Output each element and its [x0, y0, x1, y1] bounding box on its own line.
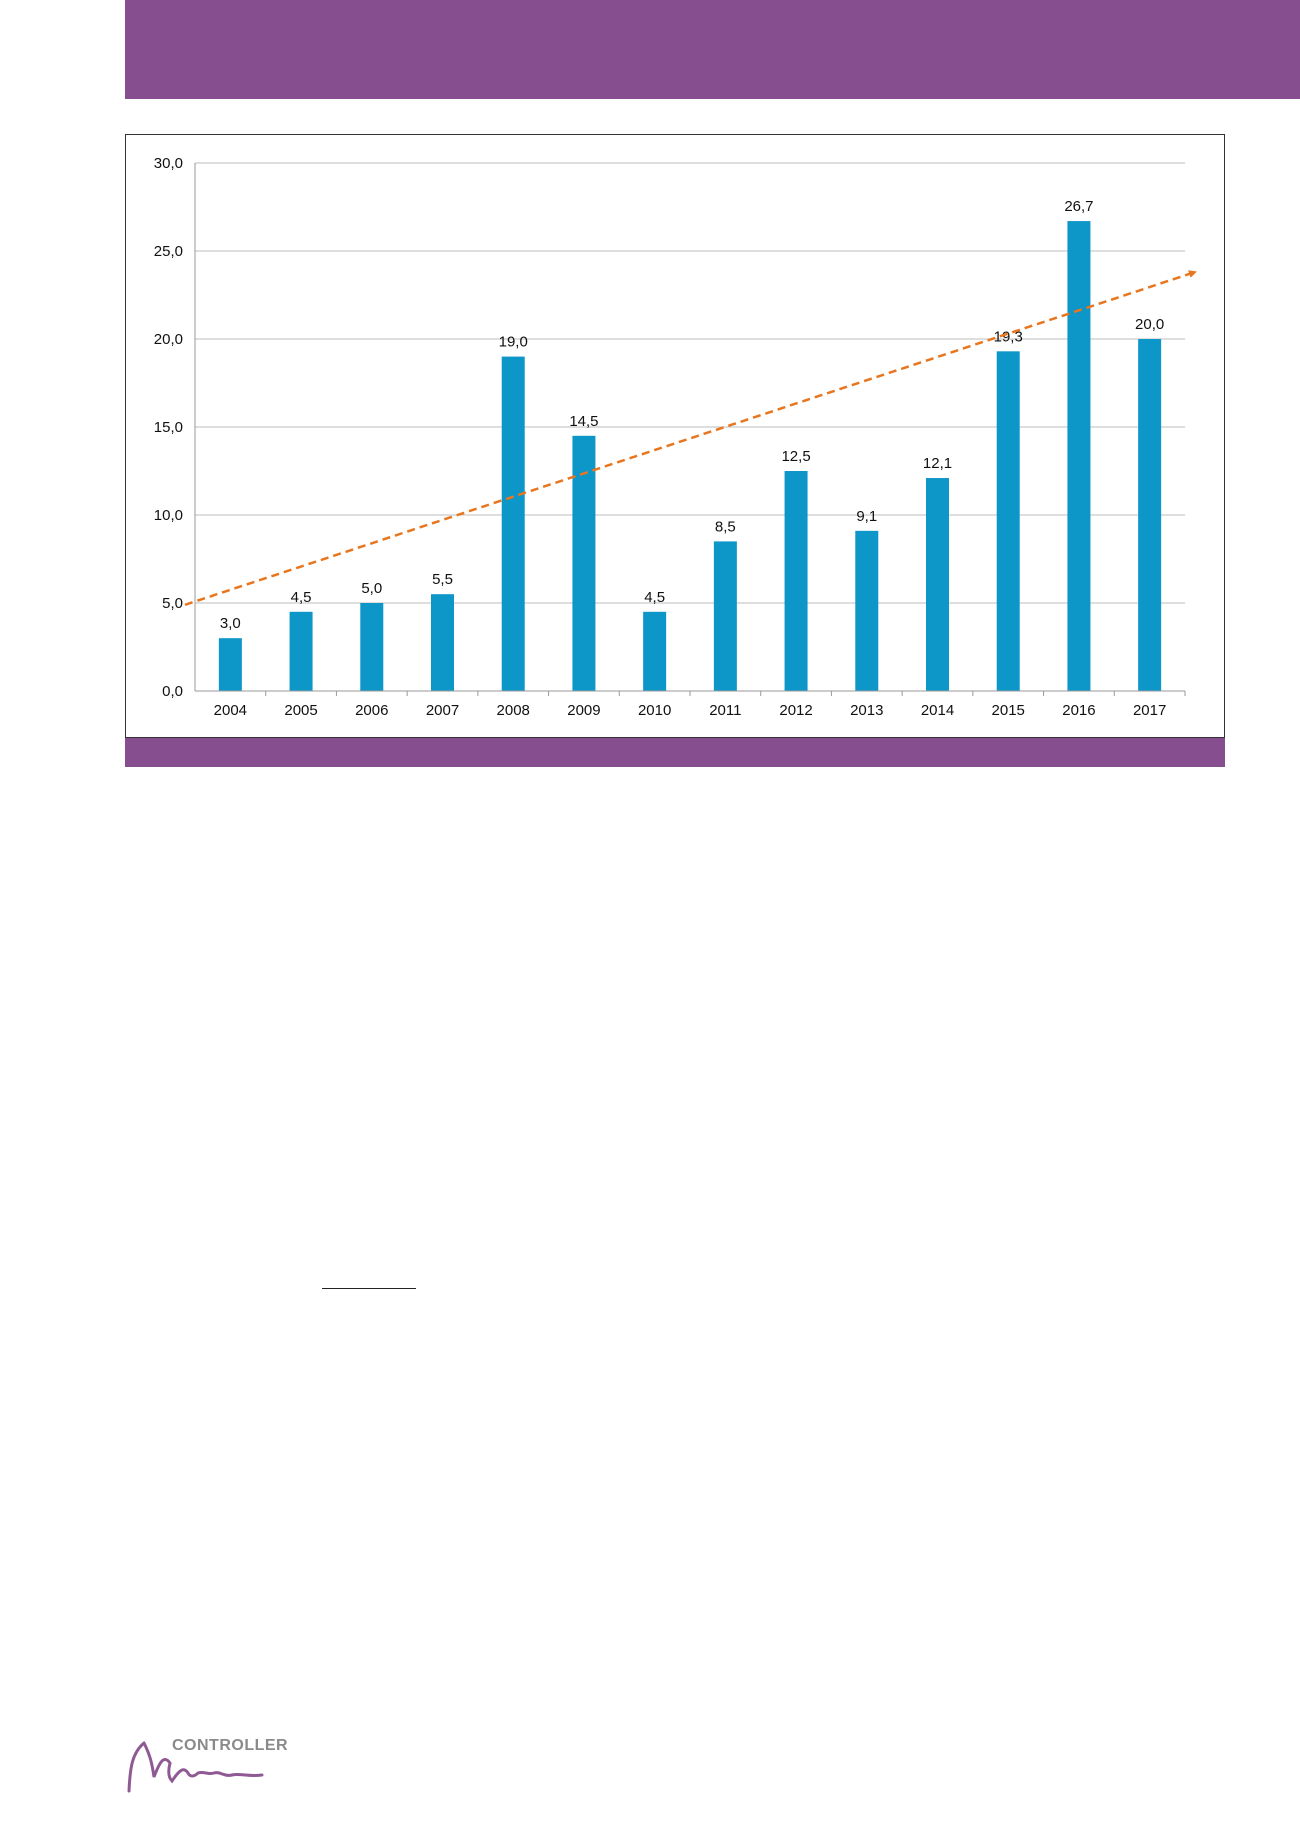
value-label-2009: 14,5 — [569, 413, 598, 430]
value-label-2010: 4,5 — [644, 589, 665, 606]
value-label-2013: 9,1 — [856, 508, 877, 525]
y-tick-label: 0,0 — [162, 683, 183, 700]
value-label-2015: 19,3 — [994, 328, 1023, 345]
x-tick-label-2008: 2008 — [497, 702, 530, 719]
x-tick-label-2013: 2013 — [850, 702, 883, 719]
y-tick-label: 30,0 — [154, 155, 183, 172]
bar-2017 — [1138, 339, 1162, 691]
bar-2007 — [431, 594, 454, 691]
x-tick-label-2007: 2007 — [426, 702, 459, 719]
bar-2014 — [926, 478, 949, 691]
bars — [218, 221, 1162, 691]
footer-band — [125, 738, 1225, 767]
chart-frame: 3,0 4,5 5,0 5,5 19,0 14,5 4,5 8,5 12,5 9,1 12,1 19,… — [125, 134, 1225, 738]
controller-magazin-logo — [127, 1741, 264, 1793]
x-tick-label-2016: 2016 — [1062, 702, 1095, 719]
y-tick-label: 10,0 — [154, 507, 183, 524]
value-label-2012: 12,5 — [781, 448, 810, 465]
value-label-2007: 5,5 — [432, 571, 453, 588]
bar-2015 — [996, 351, 1020, 691]
x-tick-label-2017: 2017 — [1133, 702, 1166, 719]
logo-text: CONTROLLER — [172, 1737, 289, 1754]
axes: 0,0 5,0 10,0 15,0 20,0 25,0 30,0 2004 2005 2006 20… — [154, 155, 1186, 719]
bar-2010 — [643, 611, 667, 691]
grid-lines — [195, 162, 1185, 604]
value-label-2017: 20,0 — [1135, 316, 1164, 333]
value-labels: 3,0 4,5 5,0 5,5 19,0 14,5 4,5 8,5 12,5 9,1 12,1 19,… — [220, 198, 1164, 632]
y-tick-label: 20,0 — [154, 331, 183, 348]
value-label-2005: 4,5 — [291, 589, 312, 606]
x-tick-label-2006: 2006 — [355, 702, 388, 719]
x-tick-label-2011: 2011 — [709, 702, 741, 719]
y-tick-label: 5,0 — [162, 595, 183, 612]
x-tick-label-2005: 2005 — [284, 702, 317, 719]
x-tick-label-2004: 2004 — [214, 702, 247, 719]
x-tick-label-2010: 2010 — [638, 702, 671, 719]
bar-2013 — [855, 530, 879, 691]
value-label-2008: 19,0 — [499, 334, 528, 351]
x-tick-label-2009: 2009 — [567, 702, 600, 719]
bar-2012 — [784, 471, 808, 691]
value-label-2014: 12,1 — [923, 455, 952, 472]
x-tick-label-2015: 2015 — [992, 702, 1025, 719]
value-label-2016: 26,7 — [1064, 198, 1093, 215]
header-band — [125, 0, 1300, 99]
trend-line — [184, 270, 1197, 606]
bar-2004 — [218, 638, 242, 691]
bar-2011 — [713, 541, 737, 691]
bar-2009 — [572, 435, 596, 691]
value-label-2006: 5,0 — [361, 580, 382, 597]
x-tick-label-2012: 2012 — [779, 702, 812, 719]
bar-2016 — [1067, 221, 1091, 691]
x-tick-label-2014: 2014 — [921, 702, 954, 719]
value-label-2011: 8,5 — [715, 518, 736, 535]
bar-2005 — [289, 611, 313, 691]
footnote-rule — [322, 1288, 416, 1289]
value-label-2004: 3,0 — [220, 615, 241, 632]
bar-2006 — [360, 603, 384, 691]
bar-2008 — [501, 356, 525, 691]
y-tick-label: 25,0 — [154, 243, 183, 260]
trend-line-path — [184, 270, 1197, 606]
bar-chart: 3,0 4,5 5,0 5,5 19,0 14,5 4,5 8,5 12,5 9,1 12,1 19,… — [154, 155, 1197, 719]
y-tick-label: 15,0 — [154, 419, 183, 436]
